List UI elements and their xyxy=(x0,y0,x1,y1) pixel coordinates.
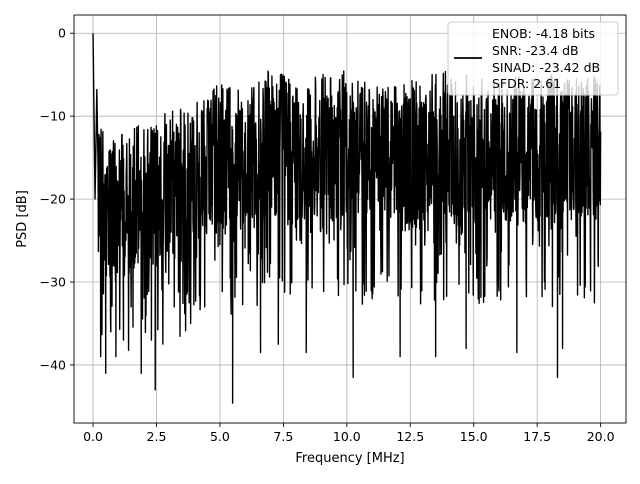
legend-entry-sinad: SINAD: -23.42 dB xyxy=(492,60,600,75)
x-tick-label: 0.0 xyxy=(83,429,103,444)
x-tick-label: 20.0 xyxy=(587,429,615,444)
y-tick-label: −10 xyxy=(40,109,66,124)
x-axis-label: Frequency [MHz] xyxy=(295,451,404,466)
legend-entry-snr: SNR: -23.4 dB xyxy=(492,43,579,58)
y-tick-label: 0 xyxy=(58,26,66,41)
x-tick-label: 12.5 xyxy=(396,429,424,444)
y-tick-label: −20 xyxy=(40,192,66,207)
legend: ENOB: -4.18 bits SNR: -23.4 dB SINAD: -2… xyxy=(447,21,619,96)
x-tick-label: 2.5 xyxy=(147,429,167,444)
x-tick-label: 15.0 xyxy=(460,429,488,444)
y-axis-ticks: 0 −10 −20 −30 −40 xyxy=(40,26,74,372)
y-axis-label: PSD [dB] xyxy=(15,190,30,248)
axes-frame xyxy=(73,14,627,424)
y-tick-label: −40 xyxy=(40,357,66,372)
legend-box xyxy=(447,21,619,96)
x-tick-label: 17.5 xyxy=(523,429,551,444)
psd-series-line xyxy=(92,33,602,404)
x-axis-ticks: 0.0 2.5 5.0 7.5 10.0 12.5 15.0 17.5 20.0 xyxy=(83,423,615,444)
x-tick-label: 5.0 xyxy=(210,429,230,444)
legend-entry-enob: ENOB: -4.18 bits xyxy=(492,26,595,41)
y-tick-label: −30 xyxy=(40,275,66,290)
legend-entry-sfdr: SFDR: 2.61 xyxy=(492,76,561,91)
x-tick-label: 10.0 xyxy=(333,429,361,444)
plot-area xyxy=(92,33,602,404)
x-tick-label: 7.5 xyxy=(273,429,293,444)
